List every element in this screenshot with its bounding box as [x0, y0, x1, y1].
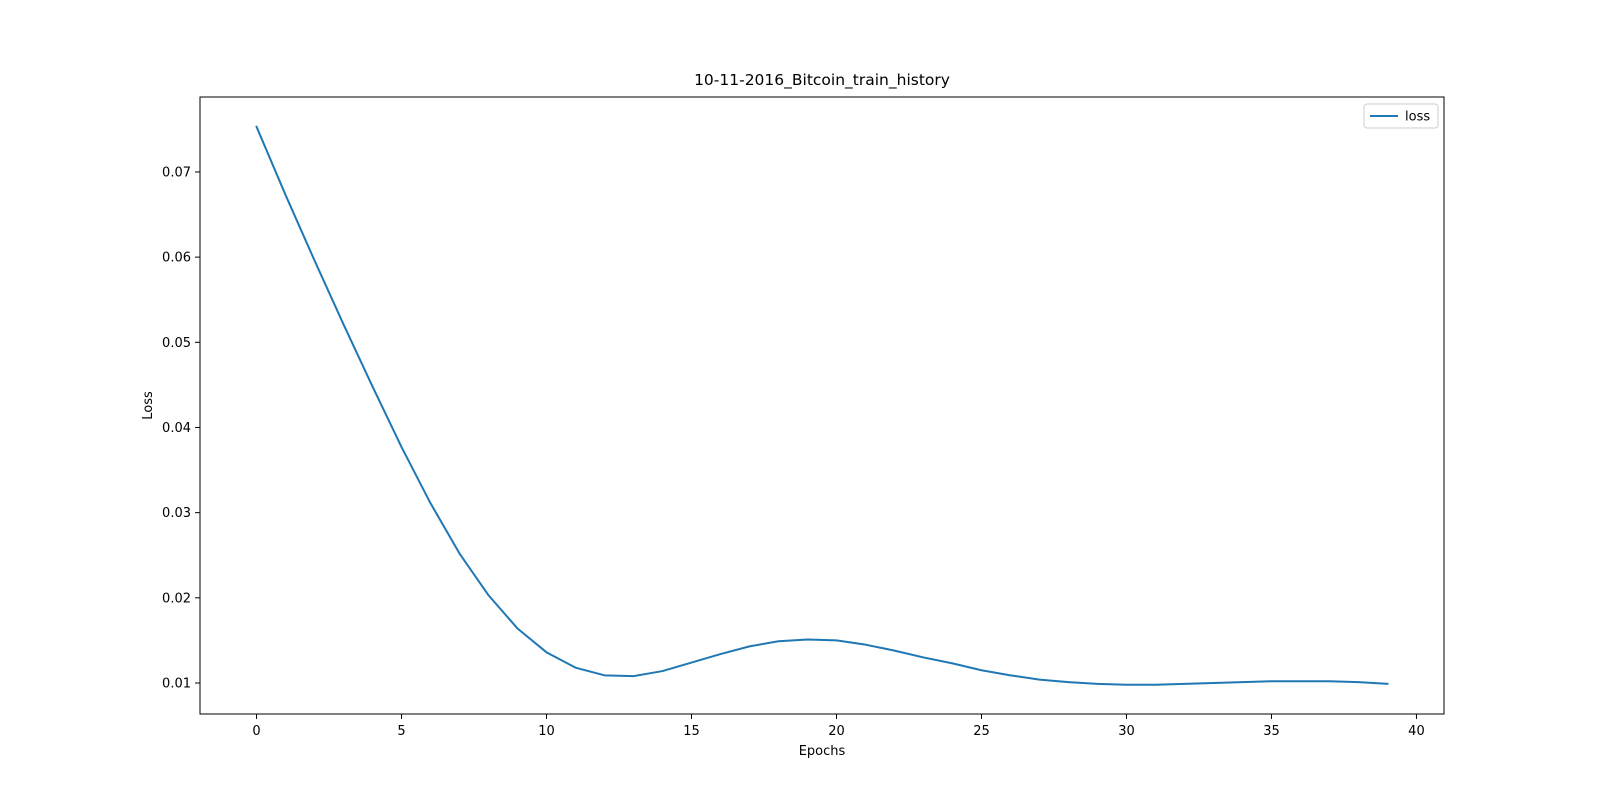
y-tick-label: 0.01 [162, 676, 191, 691]
y-tick-label: 0.02 [162, 591, 191, 606]
legend-label-loss: loss [1405, 110, 1430, 125]
y-axis-label: Loss [141, 391, 156, 420]
x-tick-label: 25 [973, 724, 990, 739]
x-tick-label: 35 [1263, 724, 1280, 739]
chart-title: 10-11-2016_Bitcoin_train_history [694, 71, 950, 90]
x-tick-label: 30 [1118, 724, 1135, 739]
y-tick-label: 0.04 [162, 421, 191, 436]
x-tick-label: 5 [397, 724, 405, 739]
legend: loss [1363, 103, 1439, 129]
legend-box [1363, 103, 1439, 129]
y-tick-label: 0.07 [162, 165, 191, 180]
y-tick-label: 0.03 [162, 506, 191, 521]
series-line-loss [255, 125, 1389, 686]
x-tick-label: 0 [252, 724, 260, 739]
y-tick-label: 0.05 [162, 336, 191, 351]
ticks-layer: 0 5 10 15 20 25 30 35 40 0.01 0.02 0.03 0.04 0.05 0.06… [162, 165, 1425, 739]
plot-frame [199, 96, 1445, 715]
x-tick-label: 40 [1408, 724, 1425, 739]
x-tick-label: 20 [828, 724, 845, 739]
x-tick-label: 10 [538, 724, 555, 739]
x-tick-label: 15 [683, 724, 700, 739]
y-tick-label: 0.06 [162, 251, 191, 266]
x-axis-label: Epochs [799, 744, 846, 759]
series-layer [255, 125, 1389, 686]
